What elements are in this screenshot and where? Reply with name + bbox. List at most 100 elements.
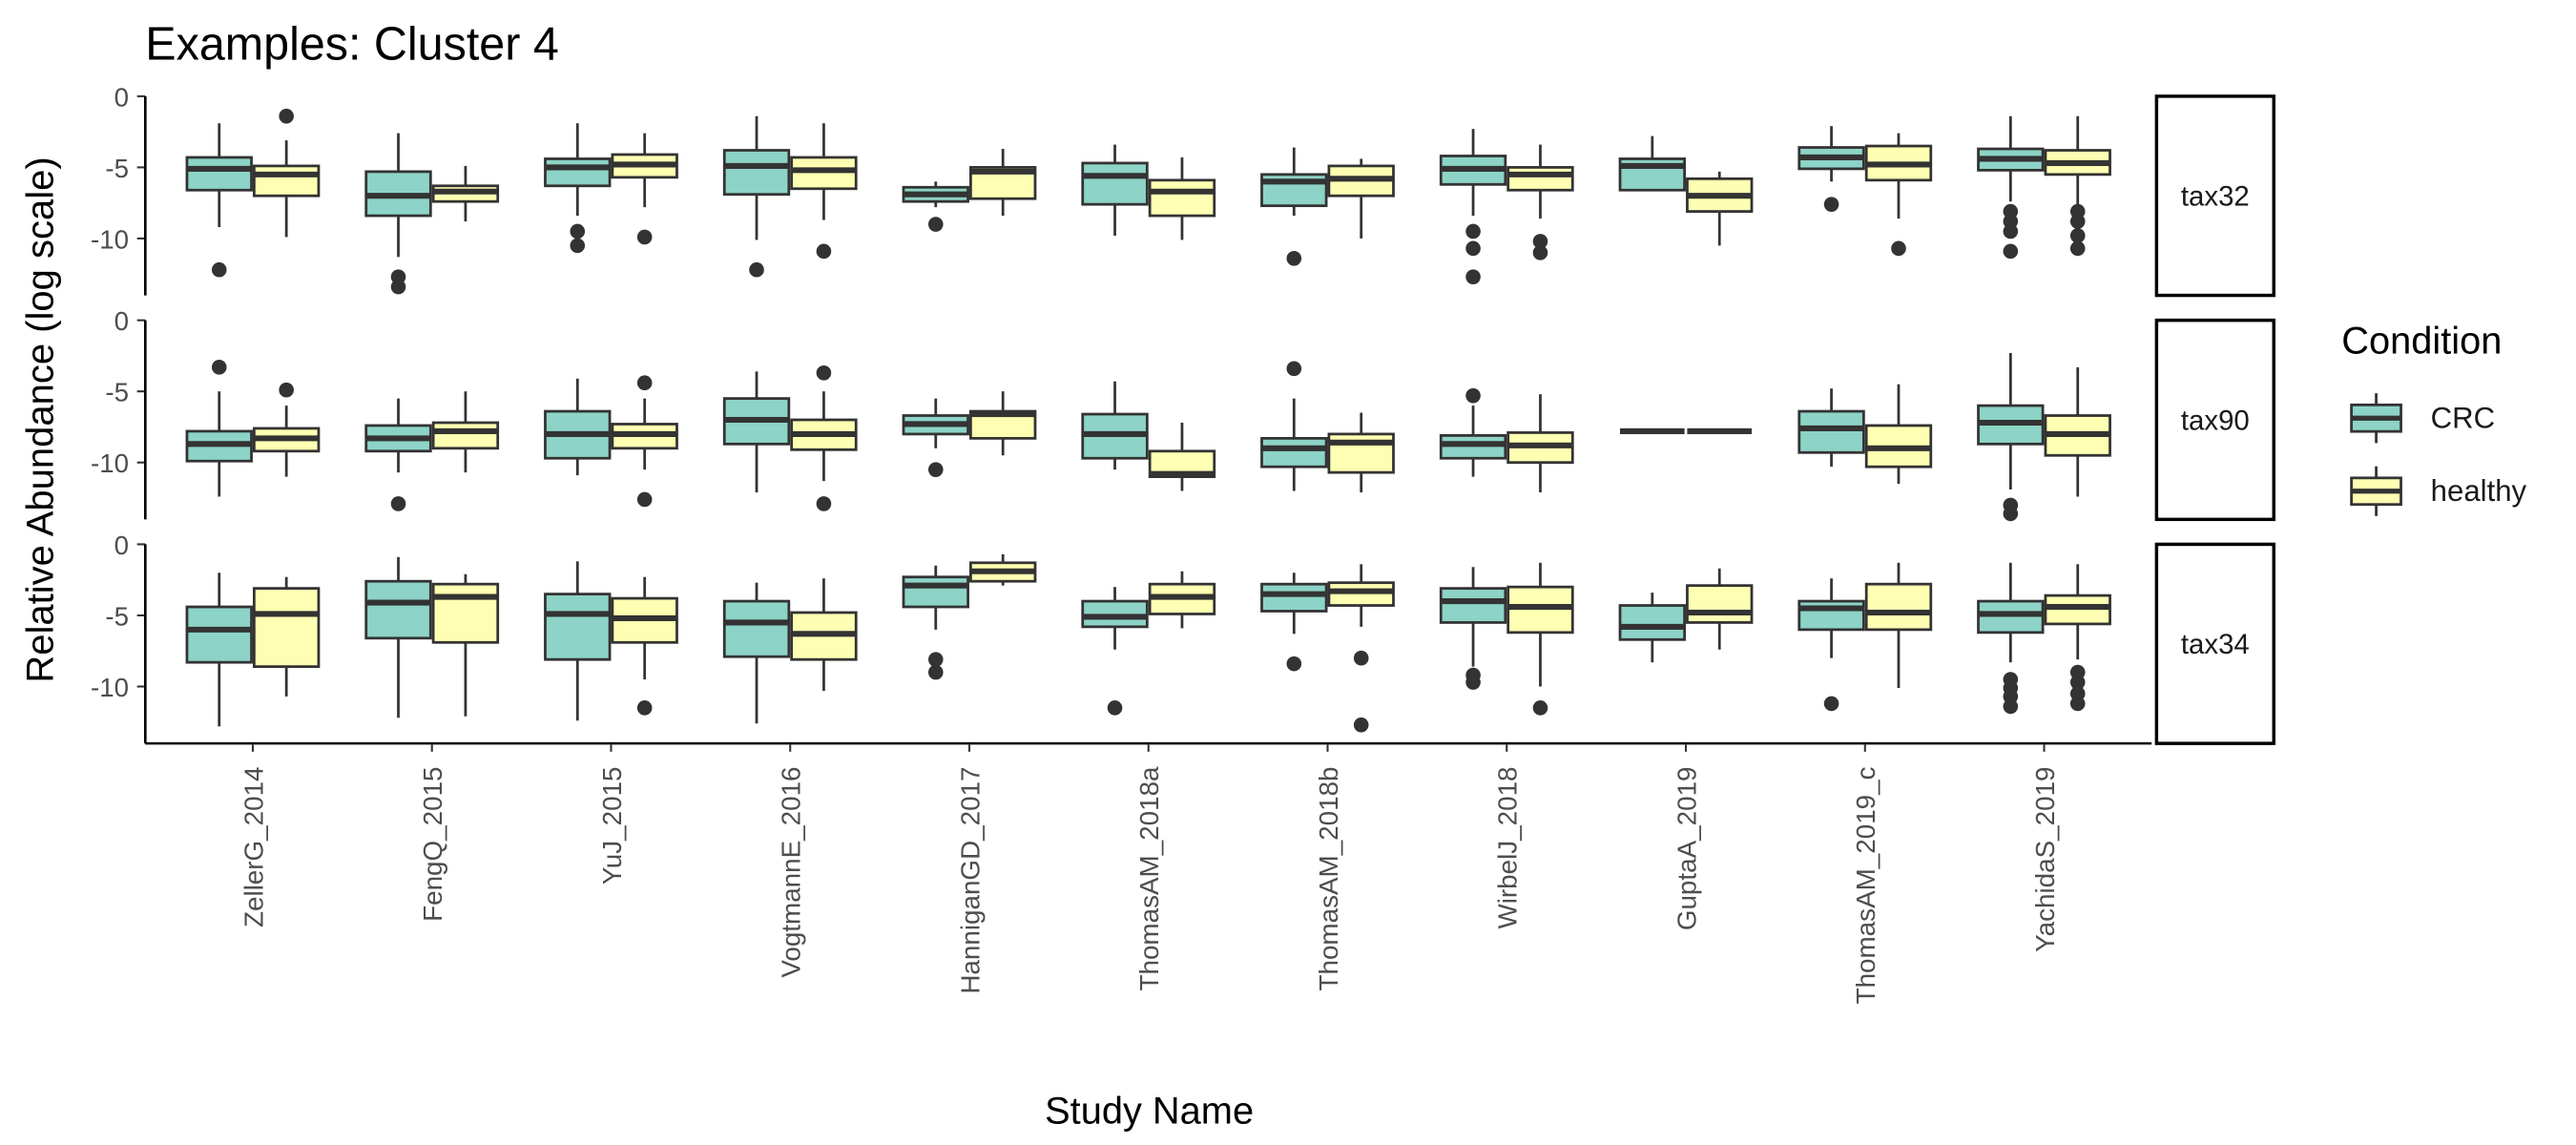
y-tick-label: 0 [114,306,129,336]
chart-title: Examples: Cluster 4 [145,19,558,71]
y-tick-label: -10 [91,224,129,254]
outlier [2069,228,2086,243]
box [364,579,432,640]
x-tick-label: FengQ_2015 [418,766,447,921]
outlier [1465,675,1481,690]
outlier [1107,700,1123,716]
outlier [816,496,832,511]
strip-label: tax90 [2181,405,2250,436]
box [544,593,612,661]
box [1260,582,1328,613]
box [1686,584,1754,624]
outlier [2003,223,2019,239]
y-tick-label: 0 [114,82,129,112]
box [1148,178,1216,218]
x-tick-label: WirbelJ_2018 [1493,766,1523,928]
y-tick-label: 0 [114,531,129,560]
box [1506,166,1574,192]
y-tick-label: -10 [91,448,129,478]
outlier [2069,675,2086,690]
x-axis-label: Study Name [1045,1090,1254,1132]
strip-label: tax32 [2181,181,2250,213]
strip [2154,542,2276,745]
x-tick-label: GuptaA_2019 [1672,766,1701,930]
strip-label: tax34 [2181,629,2250,660]
box [431,582,500,644]
outlier [927,462,944,477]
outlier [1353,650,1369,666]
box [252,164,321,198]
outlier [2003,506,2019,522]
x-tick-label: VogtmannE_2016 [777,766,806,977]
outlier [2003,243,2019,260]
outlier [749,261,764,278]
outlier [816,364,832,381]
outlier [211,261,227,278]
x-tick-label: YuJ_2015 [597,766,627,885]
y-tick-label: -5 [105,601,129,631]
box [1618,604,1686,641]
outlier [570,223,586,239]
legend-label: healthy [2431,474,2527,508]
box [1797,409,1865,454]
outlier [1465,387,1481,404]
box [1081,161,1149,206]
outlier [1286,656,1302,672]
x-tick-label: ThomasAM_2018a [1134,766,1164,991]
strip [2154,318,2276,522]
outlier [636,375,653,391]
legend-label: CRC [2431,402,2495,435]
outlier [1532,234,1548,249]
x-tick-label: ThomasAM_2018b [1314,766,1343,990]
outlier [2069,214,2086,229]
strip [2154,94,2276,298]
outlier [1823,696,1839,712]
outlier [1823,197,1839,212]
box [185,605,253,664]
box [252,587,321,669]
outlier [570,238,586,254]
box [722,599,791,658]
outlier [2003,698,2019,715]
outlier [636,229,653,245]
outlier [390,279,406,295]
outlier [1465,223,1481,239]
outlier [390,496,406,511]
box [902,575,969,609]
outlier [1532,245,1548,260]
outlier [1465,269,1481,285]
y-tick-label: -10 [91,673,129,702]
y-axis-label: Relative Abundance (log scale) [19,156,61,682]
outlier [1891,240,1906,257]
outlier [2069,696,2086,712]
y-tick-label: -5 [105,154,129,183]
outlier [279,382,294,398]
outlier [1532,700,1548,716]
box [1439,587,1507,624]
outlier [816,243,832,260]
box [185,156,253,192]
box [722,149,791,197]
outlier [279,108,294,124]
legend-title: Condition [2341,320,2502,362]
box [544,157,612,188]
box [1260,436,1328,468]
box [1864,582,1933,632]
outlier [1353,717,1369,733]
box [431,421,500,450]
outlier [1286,250,1302,266]
outlier [927,217,944,232]
outlier [927,664,944,680]
outlier [1465,240,1481,257]
x-tick-label: ThomasAM_2019_c [1851,766,1880,1004]
x-tick-label: YachidaS_2019 [2030,766,2060,951]
outlier [2069,240,2086,257]
outlier [636,491,653,508]
outlier [927,652,944,668]
x-tick-label: HanniganGD_2017 [955,766,985,993]
outlier [636,700,653,716]
x-tick-label: ZellerG_2014 [239,766,268,927]
y-tick-label: -5 [105,378,129,407]
outlier [1286,361,1302,377]
